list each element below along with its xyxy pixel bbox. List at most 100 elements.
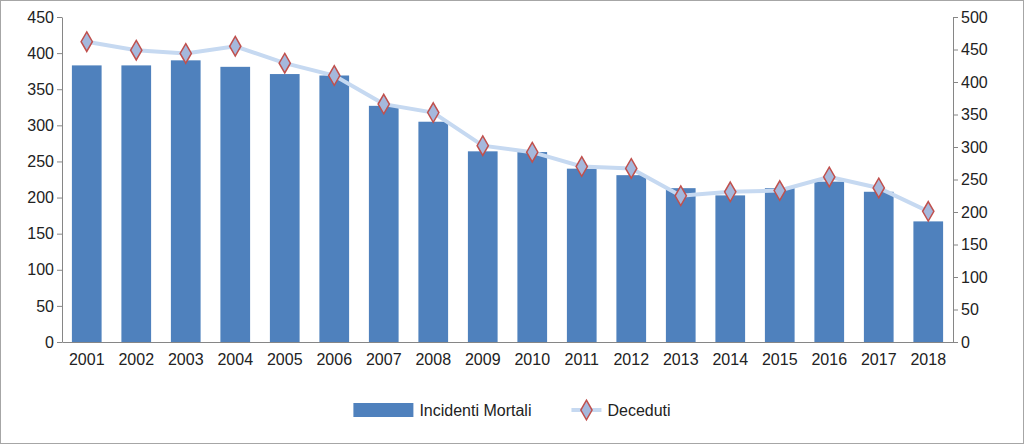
y-axis: 050100150200250300350400450 [27, 9, 62, 351]
tick-label: 500 [961, 9, 988, 26]
tick-mark [57, 89, 62, 90]
tick-label: 2009 [465, 351, 501, 368]
tick: 2006 [316, 342, 352, 368]
axis-line [63, 342, 954, 343]
marker [477, 136, 488, 156]
legend: Incidenti Mortali Deceduti [353, 400, 670, 420]
tick-mark [953, 342, 958, 343]
bar [567, 169, 597, 342]
bar [666, 188, 696, 342]
tick-mark [953, 147, 958, 148]
tick-mark [953, 180, 958, 181]
marker [428, 103, 439, 123]
tick-mark [57, 234, 62, 235]
marker [180, 44, 191, 64]
bar [517, 152, 547, 342]
marker [725, 182, 736, 202]
tick-label: 2015 [762, 351, 798, 368]
bar [171, 60, 201, 342]
tick-label: 250 [27, 153, 54, 170]
tick-mark [953, 310, 958, 311]
tick: 2009 [465, 342, 501, 368]
legend-marker [581, 400, 592, 420]
tick-label: 150 [27, 225, 54, 242]
marker [774, 181, 785, 201]
marker [675, 186, 686, 206]
bar [715, 195, 745, 342]
tick: 150 [953, 236, 988, 253]
bar [418, 122, 448, 342]
plot: 0501001502002503003504004500501001502002… [27, 9, 988, 369]
tick-label: 2004 [217, 351, 253, 368]
tick-label: 100 [961, 269, 988, 286]
tick-mark [57, 198, 62, 199]
tick-label: 250 [961, 171, 988, 188]
bar [913, 221, 943, 342]
marker [576, 157, 587, 177]
tick-mark [57, 161, 62, 162]
frame [1, 1, 1024, 444]
tick-mark [953, 245, 958, 246]
tick-label: 400 [27, 45, 54, 62]
tick: 2008 [415, 342, 451, 368]
tick: 2018 [910, 342, 946, 368]
tick-label: 2018 [910, 351, 946, 368]
tick: 400 [953, 74, 988, 91]
tick-label: 300 [961, 139, 988, 156]
bar [319, 76, 349, 343]
marker [923, 202, 934, 222]
tick: 450 [27, 9, 62, 26]
tick-mark [57, 342, 62, 343]
marker [81, 32, 92, 52]
bar [270, 74, 300, 342]
marks [72, 32, 943, 342]
marker [527, 142, 538, 162]
tick-label: 2016 [811, 351, 847, 368]
tick: 350 [953, 106, 988, 123]
bar [369, 106, 399, 342]
tick: 350 [27, 81, 62, 98]
tick-label: 2013 [663, 351, 699, 368]
marker [131, 40, 142, 60]
tick: 2015 [762, 342, 798, 368]
tick: 2010 [514, 342, 550, 368]
marker [230, 36, 241, 56]
tick: 200 [27, 189, 62, 206]
tick-mark [953, 212, 958, 213]
marker [824, 167, 835, 187]
x-axis: 2001200220032004200520062007200820092010… [63, 342, 954, 368]
tick: 2014 [712, 342, 748, 368]
tick-mark [953, 17, 958, 18]
tick: 2003 [168, 342, 204, 368]
tick: 2011 [565, 342, 600, 368]
legend-item: Deceduti [571, 400, 670, 420]
legend-item: Incidenti Mortali [353, 402, 531, 419]
marker [378, 94, 389, 114]
tick: 0 [953, 334, 970, 351]
tick-label: 50 [961, 301, 979, 318]
tick: 450 [953, 41, 988, 58]
tick-label: 200 [27, 189, 54, 206]
tick-label: 0 [45, 334, 54, 351]
y2-axis: 050100150200250300350400450500 [953, 9, 988, 351]
tick: 2016 [811, 342, 847, 368]
tick-mark [57, 125, 62, 126]
tick: 2002 [118, 342, 154, 368]
tick-label: 100 [27, 261, 54, 278]
legend-label: Deceduti [607, 402, 670, 419]
tick: 2007 [366, 342, 402, 368]
bar [121, 65, 151, 342]
tick: 2005 [267, 342, 303, 368]
tick-mark [953, 115, 958, 116]
tick-mark [57, 306, 62, 307]
tick-label: 2006 [316, 351, 352, 368]
tick-label: 2011 [565, 351, 600, 368]
tick: 2013 [663, 342, 699, 368]
tick: 0 [45, 334, 62, 351]
bar [72, 65, 102, 342]
tick-label: 2002 [118, 351, 154, 368]
marker [279, 53, 290, 73]
tick: 2012 [613, 342, 649, 368]
tick: 250 [953, 171, 988, 188]
tick-mark [57, 270, 62, 271]
